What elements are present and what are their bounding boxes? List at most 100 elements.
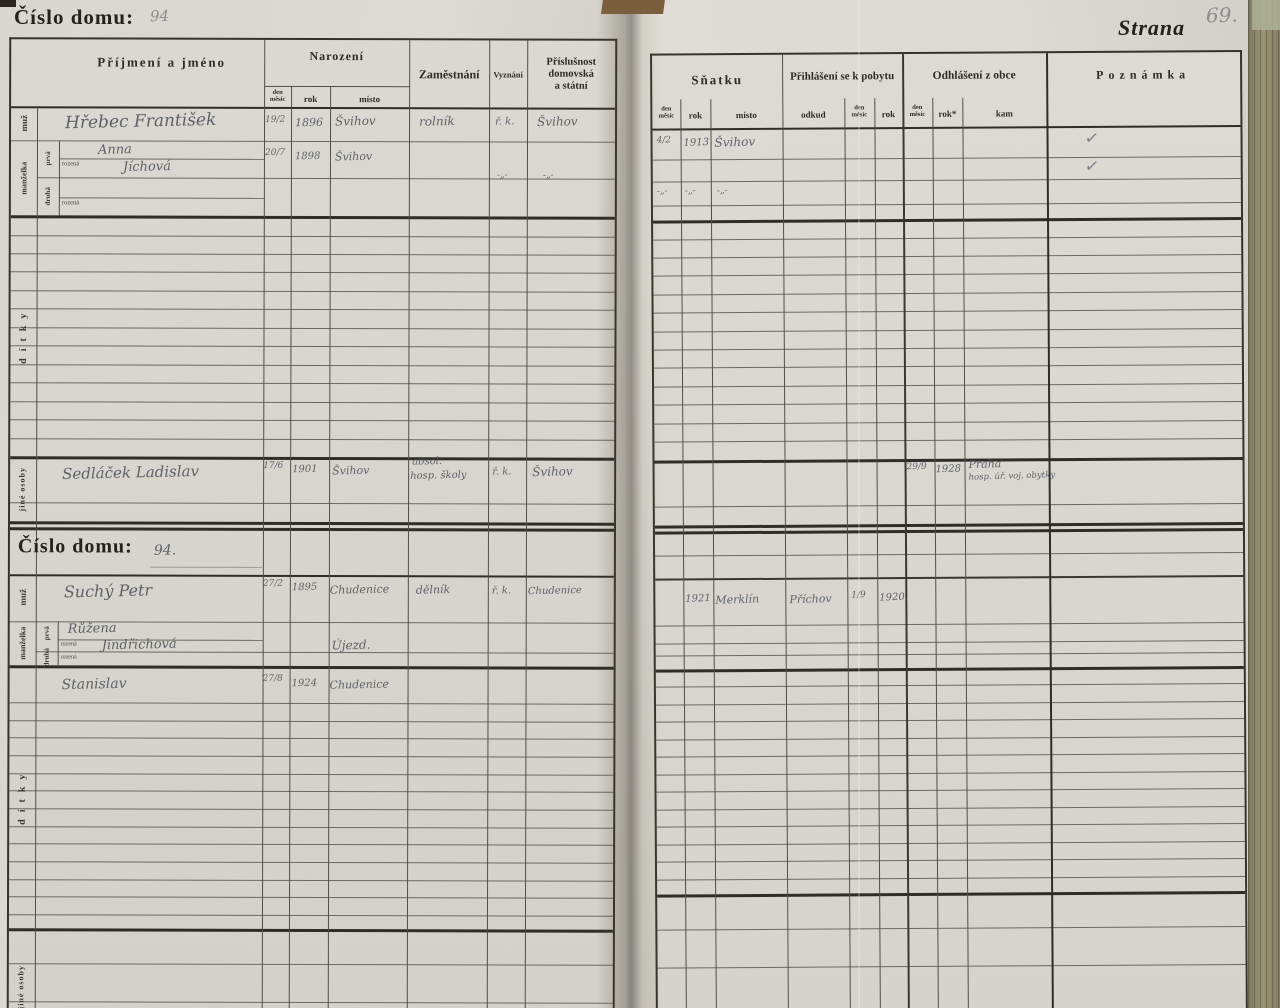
registration-from-2: Příchov [789, 592, 832, 607]
house-number-value-2: 94. [153, 542, 177, 559]
left-table: Příjmení a jméno Narození den měsíc rok m… [6, 37, 618, 1008]
left-page: Číslo domu: 94 Příjmení a jméno Narození… [0, 0, 628, 1008]
other-person-birth-day-1: 17/6 [263, 460, 284, 472]
wife-domicile-ditto-1: -„- [542, 170, 554, 181]
page-number-label: Strana [1118, 15, 1186, 40]
page-number-value: 69. [1205, 2, 1239, 28]
husband-religion-2: ř. k. [491, 585, 512, 597]
husband-birth-place-2: Chudenice [329, 582, 390, 597]
row-label-husband-2: muž [17, 588, 28, 606]
marriage-year-2: 1921 [685, 592, 711, 605]
subcol-marriage-day-l1: den [661, 105, 672, 113]
col-header-domicile-l3: a státní [554, 80, 588, 92]
row-label-children-1: dítky [17, 306, 30, 364]
row-label-first-2: prvá [42, 626, 51, 641]
col-header-registration: Přihlášení se k pobytu [790, 70, 895, 83]
col-header-religion: Vyznání [493, 69, 523, 80]
marriage-place-ditto: -„- [716, 186, 728, 197]
gutter-shadow [596, 0, 662, 1008]
other-person-occupation-1b: hosp. školy [410, 469, 467, 482]
house-number-label-2: Číslo domu: [17, 535, 133, 558]
subcol-deregistration-day: den měsíc [902, 104, 932, 119]
other-person-name-1: Sedláček Ladislav [61, 462, 200, 484]
row-label-wife-2: manželka [18, 626, 28, 660]
child-birth-place-2: Chudenice [329, 677, 390, 692]
note-checkmark-1: ✓ [1083, 128, 1101, 150]
wife-birth-year-1: 1898 [294, 150, 321, 163]
child-name-2: Stanislav [61, 675, 127, 694]
col-header-occupation: Zaměstnání [418, 67, 480, 82]
wife-maiden-name-2: Jindřichová [101, 636, 177, 654]
col-header-deregistration: Odhlášení z obce [932, 69, 1016, 82]
husband-domicile-2: Chudenice [527, 585, 582, 598]
deregistration-day-1: 29/9 [906, 461, 927, 473]
wife-birth-place-1: Švihov [334, 149, 373, 164]
subcol-marriage-place: místo [735, 109, 757, 121]
paper-crease [858, 0, 860, 1008]
deregistration-to-1b: hosp. úř. voj. obytky [968, 470, 1056, 483]
subcol-registration-year: rok [881, 109, 896, 120]
husband-birth-day-1: 19/2 [264, 114, 286, 126]
subcol-birth-year: rok [303, 93, 318, 105]
subcol-deregistration-day-l2: měsíc [909, 111, 926, 119]
subcol-deregistration-to: kam [995, 108, 1013, 119]
subcol-birth-place: místo [359, 94, 381, 105]
row-label-children-2: dítky [16, 767, 28, 825]
wife-birth-place-2: Újezd. [331, 637, 371, 653]
subcol-registration-from: odkud [801, 109, 826, 120]
subcol-deregistration-year: rok* [938, 108, 957, 119]
marriage-year-ditto: -„- [684, 186, 696, 197]
wife-maiden-name-1: Jíchová [122, 159, 172, 176]
husband-name-2: Suchý Petr [63, 580, 153, 602]
note-checkmark-2: ✓ [1083, 156, 1101, 178]
col-header-domicile-l1: Příslušnost [546, 56, 597, 68]
col-header-name: Příjmení a jméno [97, 54, 227, 70]
row-label-second-2: druhá [42, 648, 51, 667]
maiden-name-label-1a: rozená [61, 160, 80, 168]
maiden-name-label-1b: rozená [61, 199, 80, 207]
right-table: Sňatku Přihlášení se k pobytu Odhlášení … [650, 50, 1248, 1008]
husband-religion-1: ř. k. [494, 116, 515, 128]
col-header-birth: Narození [309, 48, 364, 64]
marriage-place-2: Merklín [715, 592, 760, 607]
other-person-domicile-1: Švihov [531, 464, 573, 480]
other-person-occupation-1a: absol. [412, 455, 443, 468]
book-spine-top [601, 0, 665, 14]
deregistration-year-1: 1928 [935, 463, 962, 476]
subcol-marriage-year: rok [688, 110, 703, 121]
row-label-wife-1: manželka [19, 161, 29, 195]
other-person-birth-year-1: 1901 [292, 463, 318, 476]
subcol-birth-day: den měsíc [264, 89, 291, 104]
marriage-place-1: Švihov [714, 134, 756, 150]
marriage-year-1: 1913 [683, 136, 710, 149]
husband-birth-day-2: 27/2 [262, 578, 284, 590]
row-label-husband-1: muž [19, 114, 30, 132]
subcol-birth-day-l2: měsíc [269, 96, 286, 104]
maiden-name-label-2a: rozená [60, 641, 77, 648]
husband-occupation-2: dělník [415, 582, 451, 597]
husband-domicile-1: Švihov [536, 114, 578, 130]
page-edges-strip-top [1252, 0, 1280, 30]
subcol-birth-day-l1: den [272, 88, 283, 96]
husband-name-1: Hřebec František [64, 109, 217, 134]
wife-name-1: Anna [97, 142, 133, 158]
other-person-birth-place-1: Švihov [332, 463, 370, 478]
row-label-first-1: prvá [43, 151, 52, 166]
col-header-note: Poznámka [1096, 67, 1191, 82]
col-header-domicile-l2: domovská [548, 68, 594, 80]
husband-birth-place-1: Švihov [334, 113, 376, 129]
page-edges-strip [1248, 0, 1280, 1008]
registration-year-2: 1920. [879, 591, 909, 604]
husband-occupation-1: rolník [418, 113, 455, 129]
house-number-label-1: Číslo domu: [14, 5, 135, 29]
wife-name-2: Růžena [67, 620, 117, 637]
child-birth-year-2: 1924 [291, 677, 318, 690]
wife-religion-ditto-1: -„- [496, 170, 508, 181]
maiden-name-label-2b: rozená [60, 654, 77, 661]
husband-birth-year-2: 1895 [291, 581, 318, 594]
wife-birth-day-1: 20/7 [264, 147, 286, 159]
col-header-marriage: Sňatku [691, 72, 744, 88]
other-person-religion-1: ř. k. [492, 466, 512, 478]
subcol-deregistration-day-l1: den [912, 103, 923, 112]
